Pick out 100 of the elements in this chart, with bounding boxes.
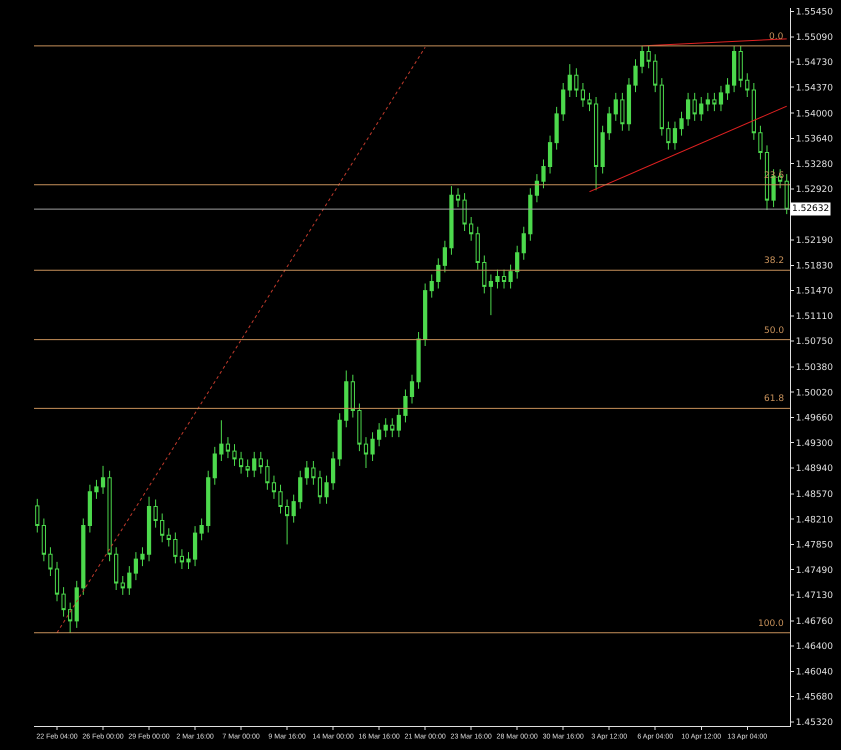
candlestick [528,188,532,242]
candlestick [423,283,428,346]
candlestick [626,78,632,132]
annotation: 38.2 [764,256,784,266]
candlestick [653,54,658,93]
candlestick [390,418,394,438]
candlestick [226,436,230,459]
candlestick [81,518,86,596]
candlestick [61,586,66,618]
y-tick-label: 1.50380 [796,363,834,374]
candlestick [200,518,204,541]
candlestick [679,111,684,136]
candlestick [712,92,717,112]
candlestick [502,269,506,289]
y-tick-label: 1.50750 [796,337,834,348]
candlestick [600,125,605,174]
candlestick [469,216,474,242]
candlestick [548,135,552,174]
candlestick [515,245,520,280]
candlestick [88,484,92,533]
candlestick [614,92,618,122]
y-tick-label: 1.51830 [796,261,834,272]
candlestick [508,264,513,289]
candlestick [442,240,447,273]
candlestick [370,432,375,462]
y-tick-label: 1.55450 [796,8,834,18]
candlestick [403,388,408,423]
candlestick [238,451,244,474]
candlestick [212,446,217,486]
candlestick [646,45,651,69]
y-tick-label: 1.51470 [796,286,834,297]
candlestick [718,85,724,112]
candlestick [219,420,224,462]
y-tick-label: 1.49300 [796,438,834,449]
candlestick [284,499,290,545]
candlestick [192,526,198,567]
candlestick [278,484,283,514]
candlestick [74,580,79,628]
y-tick-label: 1.47850 [796,540,834,551]
candlestick [42,518,46,562]
candlestick [752,82,756,140]
candlestick [758,125,763,160]
candlestick [436,258,440,289]
candlestick [396,408,401,438]
candlestick [561,82,566,122]
annotation: 50.0 [764,326,784,336]
candlestick [430,274,434,298]
candlestick [311,460,316,486]
y-tick-label: 1.55090 [796,32,834,43]
y-tick-label: 1.52190 [796,236,834,246]
candlestick [272,475,276,500]
y-tick-label: 1.45680 [796,692,834,703]
candlestick [620,92,624,132]
y-tick-label: 1.45320 [796,718,834,728]
candlestick [738,45,743,88]
annotation: 61.8 [764,394,784,404]
candlestick [350,374,355,418]
candlestick [672,121,678,150]
candlestick [258,451,263,474]
candlestick [449,186,454,256]
candlestick [462,192,467,232]
candlestick [568,64,572,98]
y-tick-label: 1.46040 [796,667,834,678]
candlestick [232,444,237,466]
y-tick-label: 1.48570 [796,490,834,500]
candlestick [160,513,164,543]
ref-line-label: 1.52632 [792,204,830,214]
candlestick [48,546,53,576]
candlestick [166,528,171,547]
candlestick [522,226,526,260]
candlestick [292,494,296,524]
candlestick [692,92,697,122]
candlestick [265,459,270,490]
candlestick [134,552,138,581]
candlestick [120,575,125,596]
candlestick [541,158,546,189]
y-tick-label: 1.54370 [796,83,834,94]
candlestick [107,470,112,562]
candlestick [640,45,644,74]
candlestick [331,451,336,490]
candlestick [114,546,118,590]
candlestick [725,78,730,100]
candlestick [140,546,145,567]
candlestick [68,602,72,634]
candlestick [100,465,106,494]
y-tick-label: 1.50020 [796,388,834,398]
candlestick [534,174,540,203]
candlestick [186,552,191,570]
candlestick [180,548,184,570]
y-tick-label: 1.47490 [796,566,834,576]
candlestick [304,460,309,486]
candlestick [732,45,736,93]
candlestick [324,475,329,504]
candlestick [482,255,486,294]
y-tick-label: 1.54000 [796,109,834,120]
candlestick [554,106,559,150]
candlestick [699,96,704,122]
candlestick [488,274,493,316]
candlestick [338,412,342,466]
candlestick [456,188,460,208]
